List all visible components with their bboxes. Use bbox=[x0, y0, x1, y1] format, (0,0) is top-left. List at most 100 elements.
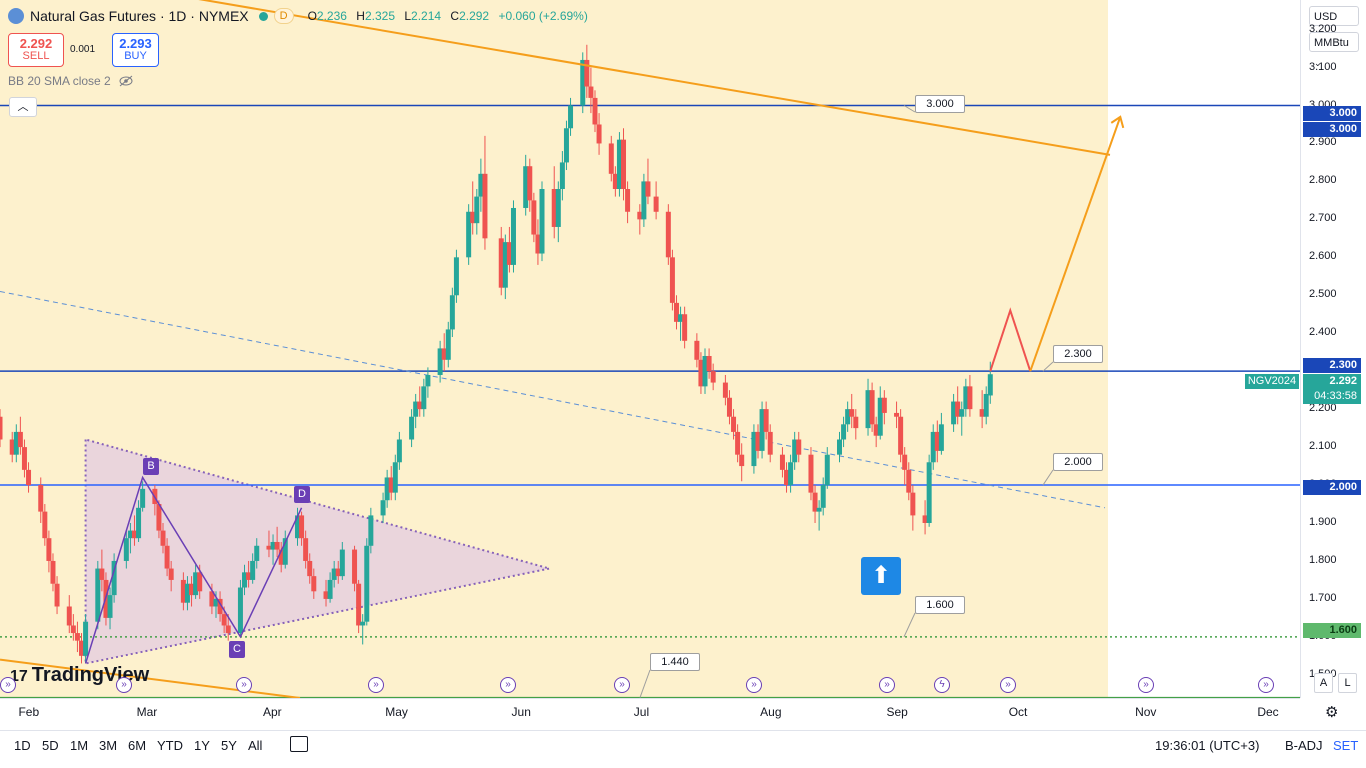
callout-2000[interactable]: 2.000 bbox=[1053, 453, 1103, 471]
candle-body bbox=[816, 507, 822, 512]
price-axis[interactable]: USD MMBtu ⌄ 3.200 3.100 3.000 2.900 2.800 2.7… bbox=[1300, 0, 1366, 698]
event-icon[interactable]: » bbox=[116, 677, 132, 693]
buy-button[interactable]: 2.293 BUY bbox=[112, 33, 159, 67]
event-icon[interactable]: » bbox=[1138, 677, 1154, 693]
candle-body bbox=[678, 314, 684, 322]
settings-gear-icon[interactable]: ⚙ bbox=[1325, 704, 1339, 721]
candle-body bbox=[967, 386, 973, 410]
callout-3000[interactable]: 3.000 bbox=[915, 95, 965, 113]
spread-value: 0.001 bbox=[70, 44, 96, 55]
candle-body bbox=[559, 162, 565, 189]
timeframe-button-ytd[interactable]: YTD bbox=[157, 738, 183, 753]
candle-body bbox=[930, 431, 936, 463]
pattern-point-b[interactable]: B bbox=[143, 458, 159, 475]
pattern-point-c[interactable]: C bbox=[229, 641, 245, 658]
price-tick-label: 1.900 bbox=[1309, 516, 1337, 528]
candle bbox=[242, 564, 248, 596]
callout-1440[interactable]: 1.440 bbox=[650, 653, 700, 671]
callout-pointer bbox=[903, 612, 916, 638]
candle bbox=[225, 614, 231, 641]
event-icon[interactable]: » bbox=[0, 677, 16, 693]
event-icon[interactable]: » bbox=[1258, 677, 1274, 693]
price-tick-label: 2.100 bbox=[1309, 440, 1337, 453]
event-icon[interactable]: » bbox=[236, 677, 252, 693]
event-icon[interactable]: » bbox=[1000, 677, 1016, 693]
candle bbox=[13, 424, 19, 463]
lightning-event-icon[interactable]: ϟ bbox=[934, 677, 950, 693]
candle bbox=[873, 416, 879, 448]
auto-scale-button[interactable]: A bbox=[1314, 673, 1333, 693]
candle bbox=[568, 97, 574, 136]
timeframe-button-5d[interactable]: 5D bbox=[42, 738, 59, 753]
timeframe-button-3m[interactable]: 3M bbox=[99, 738, 118, 753]
candle-body bbox=[352, 549, 358, 584]
candle-body bbox=[237, 587, 243, 634]
time-axis[interactable]: Feb Mar Apr May Jun Jul Aug Sep Oct Nov Dec ⚙ bbox=[0, 698, 1338, 725]
candle bbox=[54, 576, 60, 615]
candle bbox=[641, 173, 647, 227]
candle-body bbox=[70, 625, 76, 634]
candle-body bbox=[898, 416, 904, 455]
event-icon[interactable]: » bbox=[500, 677, 516, 693]
event-icon[interactable]: » bbox=[879, 677, 895, 693]
candle bbox=[66, 595, 72, 634]
candle bbox=[792, 431, 798, 470]
drawings-background bbox=[0, 0, 1300, 698]
pattern-point-d[interactable]: D bbox=[294, 486, 310, 503]
candle-body bbox=[645, 181, 651, 197]
callout-2300[interactable]: 2.300 bbox=[1053, 345, 1103, 363]
candle-body bbox=[441, 348, 447, 360]
sell-button[interactable]: 2.292 SELL bbox=[8, 33, 64, 67]
event-icon[interactable]: » bbox=[368, 677, 384, 693]
arrow-up-icon[interactable]: ⬆ bbox=[861, 557, 901, 595]
log-scale-button[interactable]: L bbox=[1338, 673, 1357, 693]
candle bbox=[282, 530, 288, 569]
event-icon[interactable]: » bbox=[746, 677, 762, 693]
candle-body bbox=[368, 515, 374, 546]
candle-body bbox=[824, 454, 830, 486]
unit-select[interactable]: MMBtu ⌄ bbox=[1309, 32, 1359, 68]
candle-body bbox=[0, 416, 3, 440]
candle bbox=[563, 120, 569, 171]
timeframe-button-1y[interactable]: 1Y bbox=[194, 738, 210, 753]
hide-eye-icon[interactable] bbox=[119, 75, 133, 87]
candle-body bbox=[384, 477, 390, 501]
candle bbox=[702, 348, 708, 394]
currency-select[interactable]: USD bbox=[1309, 6, 1359, 26]
candle-body bbox=[731, 416, 737, 432]
candle-body bbox=[193, 572, 199, 596]
event-icon[interactable]: » bbox=[614, 677, 630, 693]
candle bbox=[83, 614, 89, 664]
candle-body bbox=[922, 515, 928, 523]
calendar-icon[interactable] bbox=[290, 736, 308, 752]
candle bbox=[323, 579, 329, 607]
timeframe-button-1m[interactable]: 1M bbox=[70, 738, 89, 753]
candle-body bbox=[466, 211, 472, 258]
candle-body bbox=[873, 424, 879, 436]
timeframe-button-5y[interactable]: 5Y bbox=[221, 738, 237, 753]
collapse-legend-button[interactable]: ︿ bbox=[9, 97, 37, 117]
adjustment-toggle[interactable]: B-ADJ bbox=[1285, 738, 1323, 753]
candle-body bbox=[506, 242, 512, 265]
callout-1600[interactable]: 1.600 bbox=[915, 596, 965, 614]
symbol-title[interactable]: Natural Gas Futures · 1D · NYMEX bbox=[30, 8, 249, 24]
chart-plot-area[interactable]: Natural Gas Futures · 1D · NYMEX D O2.23… bbox=[0, 0, 1300, 698]
candle bbox=[751, 424, 757, 474]
candle bbox=[808, 447, 814, 501]
candle-body bbox=[221, 614, 227, 626]
timeframe-button-all[interactable]: All bbox=[248, 738, 263, 753]
timeframe-button-1d[interactable]: 1D bbox=[14, 738, 31, 753]
candle bbox=[812, 485, 818, 523]
candle-body bbox=[356, 583, 362, 626]
candle bbox=[409, 409, 415, 448]
candle-body bbox=[225, 625, 231, 634]
candle bbox=[339, 541, 345, 580]
chart-canvas[interactable] bbox=[0, 0, 1300, 698]
timeframe-button-6m[interactable]: 6M bbox=[128, 738, 147, 753]
candle bbox=[625, 181, 631, 224]
candle bbox=[788, 454, 794, 493]
session-toggle[interactable]: SET bbox=[1333, 738, 1359, 753]
candle bbox=[46, 530, 52, 573]
clock[interactable]: 19:36:01 (UTC+3) bbox=[1155, 738, 1260, 753]
indicator-legend[interactable]: BB 20 SMA close 2 bbox=[8, 74, 133, 88]
